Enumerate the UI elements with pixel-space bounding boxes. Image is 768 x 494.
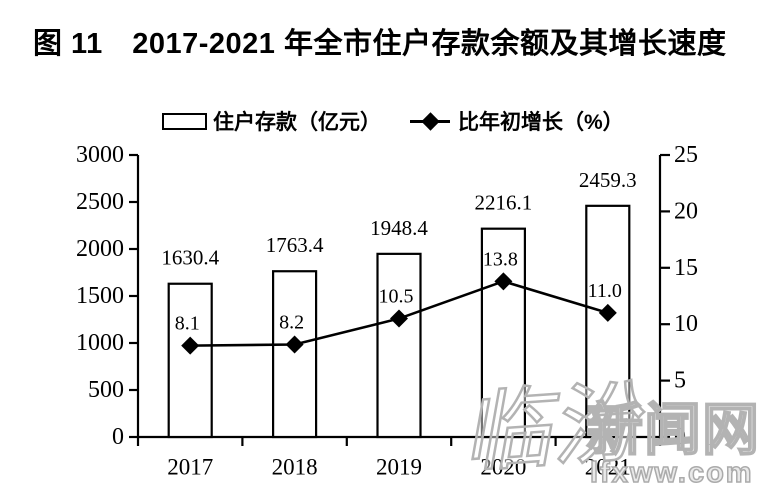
x-axis-category-label: 2019	[376, 455, 422, 480]
x-axis-category-label: 2018	[272, 455, 318, 480]
left-axis-tick-label: 2500	[76, 189, 124, 215]
right-axis-tick-label: 10	[674, 311, 698, 337]
x-axis-category-label: 2021	[585, 455, 631, 480]
bar-value-label: 1948.4	[370, 216, 428, 240]
bar-value-label: 1763.4	[266, 233, 324, 257]
line-value-label: 11.0	[588, 280, 622, 302]
left-axis-tick-label: 2000	[76, 236, 124, 262]
bar-value-label: 2459.3	[579, 168, 637, 192]
left-axis-tick-label: 0	[112, 424, 124, 450]
legend: 住户存款（亿元） 比年初增长（%）	[162, 106, 624, 136]
line-legend-swatch-icon	[410, 112, 450, 131]
line-value-label: 8.2	[279, 312, 304, 334]
right-axis-tick-label: 5	[674, 368, 686, 394]
left-axis-tick-label: 500	[88, 377, 124, 403]
bar-value-label: 1630.4	[161, 246, 219, 270]
diamond-marker-2017	[181, 336, 200, 355]
bar-2019	[376, 252, 422, 439]
bar-value-label: 2216.1	[475, 191, 533, 215]
line-legend-label: 比年初增长（%）	[458, 111, 624, 134]
diamond-marker-2020	[494, 272, 513, 291]
bar-2018	[272, 270, 318, 439]
bar-legend-label: 住户存款（亿元）	[213, 111, 381, 134]
diamond-marker-2019	[390, 309, 408, 328]
x-axis-category-label: 2020	[480, 455, 526, 480]
bar-2020	[480, 227, 526, 439]
left-axis-tick-label: 1000	[76, 330, 124, 356]
x-axis-category-label: 2017	[167, 455, 213, 480]
line-value-label: 8.1	[175, 313, 200, 335]
right-axis-tick-label: 15	[674, 255, 698, 281]
left-axis-tick-label: 3000	[76, 142, 124, 168]
chart-title: 图 11 2017-2021 年全市住户存款余额及其增长速度	[33, 28, 727, 60]
right-axis-tick-label: 20	[674, 198, 698, 224]
line-value-label: 13.8	[483, 248, 518, 270]
left-axis-tick-label: 1500	[76, 283, 124, 309]
bar-2017	[167, 282, 213, 439]
bar-legend-swatch-icon	[162, 112, 207, 130]
right-axis-tick-label: 25	[674, 142, 698, 168]
diamond-marker-2018	[285, 335, 304, 354]
line-value-label: 10.5	[379, 286, 414, 308]
right-axis-tick-label: 0	[674, 424, 686, 450]
diamond-marker-2021	[598, 303, 617, 322]
